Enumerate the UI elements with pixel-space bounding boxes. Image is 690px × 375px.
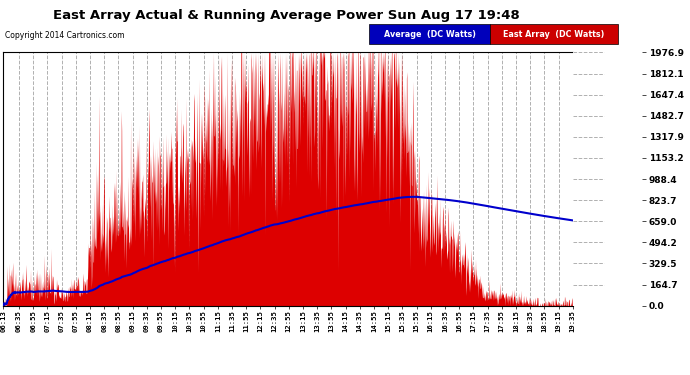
Text: Average  (DC Watts): Average (DC Watts) (384, 30, 475, 39)
Text: Copyright 2014 Cartronics.com: Copyright 2014 Cartronics.com (5, 31, 124, 40)
Text: East Array Actual & Running Average Power Sun Aug 17 19:48: East Array Actual & Running Average Powe… (53, 9, 520, 22)
Text: East Array  (DC Watts): East Array (DC Watts) (503, 30, 604, 39)
